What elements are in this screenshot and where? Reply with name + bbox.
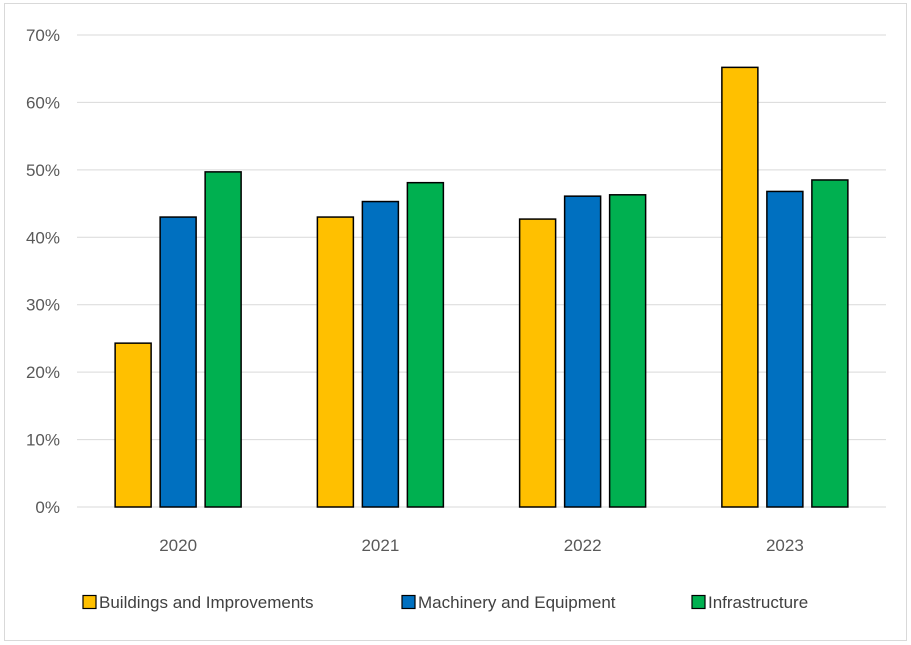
- y-tick-label: 50%: [26, 161, 60, 180]
- legend-label: Infrastructure: [708, 593, 808, 612]
- legend-swatch: [691, 594, 706, 610]
- bar-buildings-and-improvements-2020: [114, 342, 152, 508]
- y-tick-label: 40%: [26, 228, 60, 247]
- bar-infrastructure-2020: [204, 171, 242, 508]
- legend-swatch: [82, 594, 97, 610]
- bar-infrastructure-2022: [608, 194, 647, 508]
- x-tick-label: 2020: [159, 536, 197, 555]
- y-axis-ticks: 0% 10% 20% 30% 40% 50% 60% 70%: [26, 26, 60, 517]
- y-tick-label: 70%: [26, 26, 60, 45]
- legend-label: Buildings and Improvements: [99, 593, 314, 612]
- bar-machinery-and-equipment-2020: [159, 216, 197, 508]
- y-tick-label: 30%: [26, 296, 60, 315]
- bar-infrastructure-2023: [811, 179, 849, 508]
- y-tick-label: 60%: [26, 93, 60, 112]
- bar-machinery-and-equipment-2022: [563, 195, 602, 508]
- bar-infrastructure-2021: [406, 181, 445, 508]
- x-tick-label: 2023: [766, 536, 804, 555]
- legend-swatch: [401, 594, 416, 610]
- bar-machinery-and-equipment-2023: [766, 190, 804, 508]
- y-tick-label: 20%: [26, 363, 60, 382]
- x-tick-label: 2021: [361, 536, 399, 555]
- x-axis-ticks: 2020 2021 2022 2023: [159, 536, 804, 555]
- gridlines: [77, 34, 886, 508]
- bar-machinery-and-equipment-2021: [361, 200, 400, 508]
- bars: [114, 66, 849, 508]
- x-tick-label: 2022: [564, 536, 602, 555]
- bar-buildings-and-improvements-2022: [518, 218, 557, 508]
- y-tick-label: 0%: [35, 498, 60, 517]
- y-tick-label: 10%: [26, 431, 60, 450]
- bar-buildings-and-improvements-2023: [721, 66, 759, 508]
- bar-buildings-and-improvements-2021: [316, 216, 355, 508]
- legend: Buildings and Improvements Machinery and …: [82, 593, 808, 612]
- legend-label: Machinery and Equipment: [418, 593, 616, 612]
